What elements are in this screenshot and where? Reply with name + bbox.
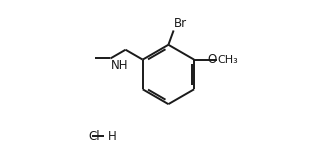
Text: O: O — [207, 53, 217, 66]
Text: CH₃: CH₃ — [217, 55, 238, 65]
Text: Br: Br — [174, 17, 187, 30]
Text: Cl: Cl — [88, 130, 100, 143]
Text: NH: NH — [111, 59, 129, 72]
Text: H: H — [107, 130, 116, 143]
